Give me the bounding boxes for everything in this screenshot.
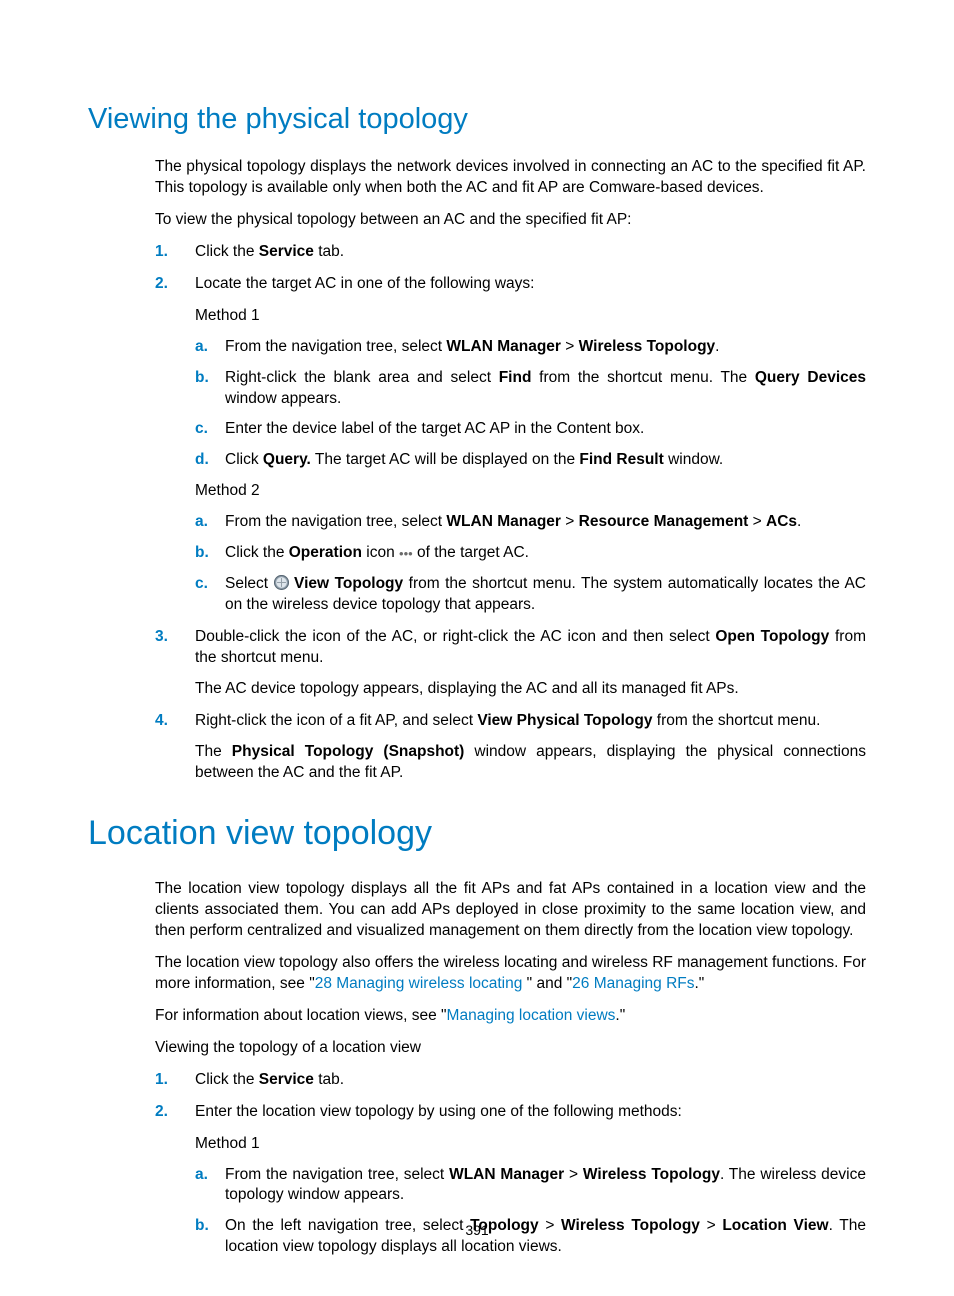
method-1-label: Method 1	[195, 306, 866, 327]
method-1-label: Method 1	[195, 1134, 866, 1155]
method-2-substeps: From the navigation tree, select WLAN Ma…	[195, 512, 866, 616]
heading-location-view-topology: Location view topology	[88, 811, 866, 857]
paragraph: The location view topology displays all …	[155, 879, 866, 942]
step-4: Right-click the icon of a fit AP, and se…	[155, 711, 866, 784]
substep: Click the Operation icon ••• of the targ…	[195, 543, 866, 564]
paragraph: To view the physical topology between an…	[155, 210, 866, 231]
substep: From the navigation tree, select WLAN Ma…	[195, 337, 866, 358]
step-2: Locate the target AC in one of the follo…	[155, 274, 866, 616]
section2-body: The location view topology displays all …	[155, 879, 866, 1258]
step-1: Click the Service tab.	[155, 242, 866, 263]
paragraph: The location view topology also offers t…	[155, 953, 866, 995]
step-3: Double-click the icon of the AC, or righ…	[155, 627, 866, 700]
operation-dots-icon: •••	[399, 547, 413, 560]
link-managing-location-views[interactable]: Managing location views	[447, 1007, 616, 1024]
paragraph: For information about location views, se…	[155, 1006, 866, 1027]
heading-viewing-physical-topology: Viewing the physical topology	[88, 100, 866, 139]
substep: Right-click the blank area and select Fi…	[195, 368, 866, 410]
link-managing-wireless-locating[interactable]: 28 Managing wireless locating	[315, 975, 527, 992]
substep: From the navigation tree, select WLAN Ma…	[195, 512, 866, 533]
substep: Select View Topology from the shortcut m…	[195, 574, 866, 616]
paragraph: Viewing the topology of a location view	[155, 1038, 866, 1059]
ordered-steps: Click the Service tab. Locate the target…	[155, 242, 866, 784]
link-managing-rfs[interactable]: 26 Managing RFs	[572, 975, 694, 992]
substep: From the navigation tree, select WLAN Ma…	[195, 1165, 866, 1207]
method-2-label: Method 2	[195, 481, 866, 502]
method-1-substeps: From the navigation tree, select WLAN Ma…	[195, 1165, 866, 1259]
page-number: 391	[0, 1221, 954, 1240]
step-4-result: The Physical Topology (Snapshot) window …	[195, 742, 866, 784]
step-3-result: The AC device topology appears, displayi…	[195, 679, 866, 700]
method-1-substeps: From the navigation tree, select WLAN Ma…	[195, 337, 866, 472]
paragraph: The physical topology displays the netwo…	[155, 157, 866, 199]
section1-body: The physical topology displays the netwo…	[155, 157, 866, 783]
step-1: Click the Service tab.	[155, 1070, 866, 1091]
substep: Click Query. The target AC will be displ…	[195, 450, 866, 471]
substep: Enter the device label of the target AC …	[195, 419, 866, 440]
view-topology-icon	[274, 575, 289, 590]
